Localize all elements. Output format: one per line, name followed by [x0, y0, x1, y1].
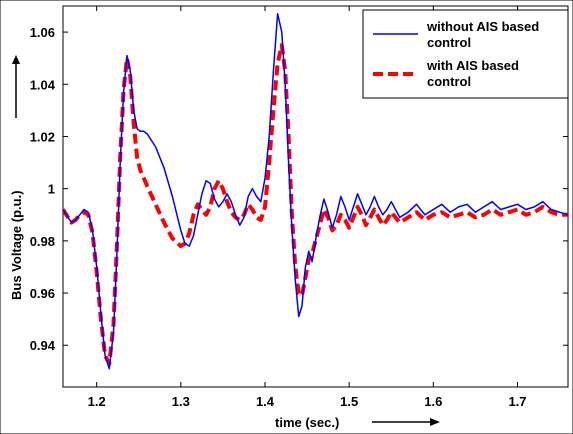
x-tick-label: 1.4	[256, 394, 275, 409]
legend-label-with-ais-line1: with AIS based	[426, 58, 519, 73]
y-tick-label: 1	[48, 182, 55, 197]
y-tick-label: 1.02	[30, 129, 55, 144]
x-tick-label: 1.3	[172, 394, 190, 409]
x-tick-label: 1.5	[340, 394, 358, 409]
x-axis-label-group: time (sec.)	[275, 415, 440, 430]
x-tick-label: 1.7	[508, 394, 526, 409]
y-axis-label: Bus Voltage (p.u.)	[9, 190, 24, 300]
tick-layer: 1.2 1.3 1.4 1.5 1.6 1.7 0.94 0.96 0.98 1 1.02 1.04 1…	[30, 6, 568, 409]
legend-label-without-ais-line2: control	[427, 35, 471, 50]
legend-box	[362, 9, 569, 99]
x-tick-label: 1.6	[424, 394, 442, 409]
series-layer	[63, 13, 568, 370]
x-axis-arrow-head	[430, 418, 440, 426]
x-axis-label: time (sec.)	[275, 415, 339, 430]
x-tick-label: 1.2	[88, 394, 106, 409]
legend-label-without-ais-line1: without AIS based	[426, 19, 539, 34]
y-tick-label: 0.96	[30, 286, 55, 301]
legend: without AIS based control with AIS based…	[362, 9, 569, 99]
y-axis-arrow-head	[12, 55, 20, 64]
legend-label-with-ais-line2: control	[427, 74, 471, 89]
series-line-without-ais	[63, 13, 568, 370]
y-tick-label: 0.94	[30, 338, 56, 353]
y-tick-label: 1.06	[30, 25, 55, 40]
y-axis-label-group: Bus Voltage (p.u.)	[9, 55, 24, 300]
y-tick-label: 0.98	[30, 234, 55, 249]
y-tick-label: 1.04	[30, 77, 56, 92]
